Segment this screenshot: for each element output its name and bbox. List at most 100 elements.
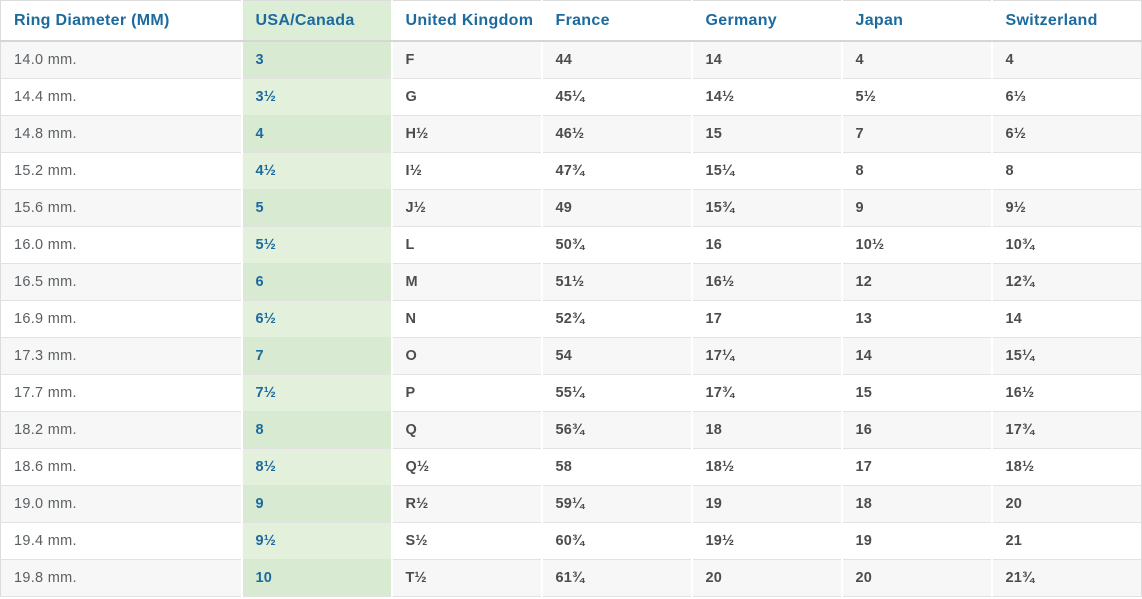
table-row: 15.6 mm. 5 J½ 49 15¾ 9 9½ [0, 189, 1142, 227]
table-row: 19.0 mm. 9 R½ 59¼ 19 18 20 [0, 485, 1142, 523]
cell-united_kingdom: H½ [390, 115, 542, 153]
cell-diameter: 16.5 mm. [0, 263, 242, 301]
cell-switzerland: 21 [990, 522, 1142, 560]
column-header-france: France [540, 0, 692, 42]
cell-france: 59¼ [540, 485, 692, 523]
column-header-germany: Germany [690, 0, 842, 42]
cell-diameter: 19.8 mm. [0, 559, 242, 597]
table-row: 17.3 mm. 7 O 54 17¼ 14 15¼ [0, 337, 1142, 375]
table-row: 15.2 mm. 4½ I½ 47¾ 15¼ 8 8 [0, 152, 1142, 190]
cell-usa_canada: 8 [240, 411, 392, 449]
cell-france: 49 [540, 189, 692, 227]
column-header-ring-diameter: Ring Diameter (MM) [0, 0, 242, 42]
cell-japan: 12 [840, 263, 992, 301]
cell-usa_canada: 4 [240, 115, 392, 153]
cell-usa_canada: 7 [240, 337, 392, 375]
cell-germany: 18½ [690, 448, 842, 486]
table-row: 19.4 mm. 9½ S½ 60¾ 19½ 19 21 [0, 522, 1142, 560]
cell-japan: 7 [840, 115, 992, 153]
cell-japan: 8 [840, 152, 992, 190]
cell-france: 56¾ [540, 411, 692, 449]
cell-switzerland: 6½ [990, 115, 1142, 153]
cell-united_kingdom: Q [390, 411, 542, 449]
cell-germany: 19½ [690, 522, 842, 560]
column-header-switzerland: Switzerland [990, 0, 1142, 42]
cell-united_kingdom: R½ [390, 485, 542, 523]
table-row: 17.7 mm. 7½ P 55¼ 17¾ 15 16½ [0, 374, 1142, 412]
cell-germany: 14 [690, 41, 842, 79]
table-row: 18.6 mm. 8½ Q½ 58 18½ 17 18½ [0, 448, 1142, 486]
cell-japan: 18 [840, 485, 992, 523]
cell-united_kingdom: P [390, 374, 542, 412]
size-table-body: 14.0 mm. 3 F 44 14 4 4 14.4 mm. 3½ G 45¼ 14½ 5½ 6⅓ 14.… [0, 41, 1142, 597]
cell-united_kingdom: T½ [390, 559, 542, 597]
cell-diameter: 19.4 mm. [0, 522, 242, 560]
cell-united_kingdom: N [390, 300, 542, 338]
cell-france: 52¾ [540, 300, 692, 338]
cell-switzerland: 6⅓ [990, 78, 1142, 116]
table-row: 16.0 mm. 5½ L 50¾ 16 10½ 10¾ [0, 226, 1142, 264]
cell-japan: 14 [840, 337, 992, 375]
cell-usa_canada: 9½ [240, 522, 392, 560]
cell-japan: 4 [840, 41, 992, 79]
cell-diameter: 14.4 mm. [0, 78, 242, 116]
cell-switzerland: 17¾ [990, 411, 1142, 449]
cell-germany: 18 [690, 411, 842, 449]
cell-japan: 19 [840, 522, 992, 560]
cell-switzerland: 12¾ [990, 263, 1142, 301]
cell-germany: 17¼ [690, 337, 842, 375]
cell-diameter: 15.2 mm. [0, 152, 242, 190]
cell-usa_canada: 6½ [240, 300, 392, 338]
cell-germany: 17 [690, 300, 842, 338]
cell-diameter: 16.0 mm. [0, 226, 242, 264]
table-row: 19.8 mm. 10 T½ 61¾ 20 20 21¾ [0, 559, 1142, 597]
cell-united_kingdom: L [390, 226, 542, 264]
cell-japan: 20 [840, 559, 992, 597]
cell-united_kingdom: G [390, 78, 542, 116]
cell-diameter: 18.2 mm. [0, 411, 242, 449]
cell-switzerland: 4 [990, 41, 1142, 79]
cell-japan: 9 [840, 189, 992, 227]
cell-diameter: 17.7 mm. [0, 374, 242, 412]
cell-switzerland: 8 [990, 152, 1142, 190]
cell-diameter: 14.0 mm. [0, 41, 242, 79]
cell-usa_canada: 7½ [240, 374, 392, 412]
cell-united_kingdom: M [390, 263, 542, 301]
cell-united_kingdom: Q½ [390, 448, 542, 486]
cell-germany: 16½ [690, 263, 842, 301]
table-row: 14.4 mm. 3½ G 45¼ 14½ 5½ 6⅓ [0, 78, 1142, 116]
cell-switzerland: 16½ [990, 374, 1142, 412]
cell-switzerland: 15¼ [990, 337, 1142, 375]
cell-united_kingdom: I½ [390, 152, 542, 190]
cell-united_kingdom: F [390, 41, 542, 79]
cell-united_kingdom: O [390, 337, 542, 375]
cell-usa_canada: 4½ [240, 152, 392, 190]
cell-japan: 16 [840, 411, 992, 449]
cell-diameter: 19.0 mm. [0, 485, 242, 523]
cell-germany: 20 [690, 559, 842, 597]
cell-diameter: 16.9 mm. [0, 300, 242, 338]
cell-france: 50¾ [540, 226, 692, 264]
table-row: 14.8 mm. 4 H½ 46½ 15 7 6½ [0, 115, 1142, 153]
cell-united_kingdom: S½ [390, 522, 542, 560]
cell-germany: 15¼ [690, 152, 842, 190]
cell-usa_canada: 9 [240, 485, 392, 523]
cell-france: 45¼ [540, 78, 692, 116]
cell-usa_canada: 5 [240, 189, 392, 227]
cell-diameter: 15.6 mm. [0, 189, 242, 227]
column-header-japan: Japan [840, 0, 992, 42]
cell-france: 61¾ [540, 559, 692, 597]
cell-france: 47¾ [540, 152, 692, 190]
table-row: 18.2 mm. 8 Q 56¾ 18 16 17¾ [0, 411, 1142, 449]
column-header-united-kingdom: United Kingdom [390, 0, 542, 42]
cell-japan: 5½ [840, 78, 992, 116]
table-row: 14.0 mm. 3 F 44 14 4 4 [0, 41, 1142, 79]
cell-japan: 15 [840, 374, 992, 412]
cell-germany: 14½ [690, 78, 842, 116]
cell-japan: 10½ [840, 226, 992, 264]
cell-france: 60¾ [540, 522, 692, 560]
cell-germany: 15¾ [690, 189, 842, 227]
cell-switzerland: 9½ [990, 189, 1142, 227]
cell-germany: 19 [690, 485, 842, 523]
